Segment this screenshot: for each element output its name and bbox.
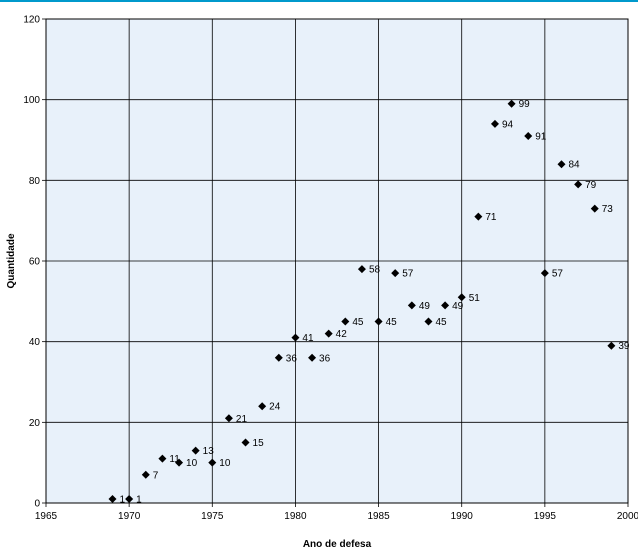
x-tick-label: 1995 [534,511,557,522]
y-tick-label: 40 [29,337,41,348]
x-tick-label: 1975 [201,511,224,522]
x-axis-title: Ano de defesa [303,539,372,550]
data-label: 10 [219,458,231,469]
data-point [424,317,433,326]
y-tick-label: 80 [29,176,41,187]
data-point [574,180,583,189]
data-point [407,301,416,310]
data-label: 24 [269,402,281,413]
data-point [441,301,450,310]
data-point [391,269,400,278]
data-point [457,293,466,302]
data-point [125,494,134,503]
data-point [524,131,533,140]
data-label: 49 [452,301,464,312]
data-point [108,494,117,503]
data-label: 79 [585,180,597,191]
data-label: 51 [469,293,481,304]
data-point [224,414,233,423]
data-point [258,402,267,411]
data-label: 10 [186,458,198,469]
axes [42,18,629,507]
data-points [108,99,616,503]
data-label: 15 [253,438,265,449]
y-tick-label: 100 [23,95,40,106]
y-axis-title: Quantidade [6,233,17,288]
data-label: 42 [336,329,348,340]
data-point [474,212,483,221]
data-point [357,265,366,274]
data-label: 94 [502,119,514,130]
data-point [191,446,200,455]
data-point [274,353,283,362]
y-tick-label: 60 [29,257,41,268]
data-label: 1 [120,494,126,505]
data-point [374,317,383,326]
data-label: 57 [402,269,414,280]
data-label: 21 [236,414,248,425]
tick-labels: 1965 1970 1975 1980 1985 1990 1995 2000 0 20 40 60 8… [23,15,638,523]
y-tick-label: 120 [23,15,40,26]
data-label: 45 [435,317,447,328]
data-label: 36 [286,353,298,364]
data-label: 49 [419,301,431,312]
data-point [540,269,549,278]
data-label: 13 [203,446,215,457]
data-label: 1 [136,494,142,505]
data-label: 57 [552,269,564,280]
x-tick-label: 1990 [451,511,474,522]
x-tick-label: 1985 [367,511,390,522]
data-point [557,160,566,169]
x-tick-label: 1970 [118,511,141,522]
data-label: 7 [153,470,159,481]
data-point [324,329,333,338]
data-point [291,333,300,342]
data-label: 36 [319,353,331,364]
data-label: 39 [618,341,630,352]
data-point [507,99,516,108]
data-point [590,204,599,213]
data-label: 41 [302,333,314,344]
data-label: 58 [369,265,381,276]
y-tick-label: 0 [34,499,40,510]
data-label: 45 [386,317,398,328]
x-tick-label: 2000 [617,511,638,522]
data-point [308,353,317,362]
x-tick-label: 1980 [284,511,307,522]
data-point [158,454,167,463]
data-point [341,317,350,326]
top-rule [0,0,638,2]
data-label: 91 [535,131,547,142]
data-point [175,458,184,467]
data-label: 73 [602,204,614,215]
y-tick-label: 20 [29,418,41,429]
data-label: 84 [568,160,580,171]
data-point [607,341,616,350]
x-tick-label: 1965 [35,511,58,522]
data-label: 11 [169,454,180,465]
data-point [208,458,217,467]
data-point [141,470,150,479]
data-label: 71 [485,212,497,223]
data-label: 99 [519,99,531,110]
data-label: 45 [352,317,364,328]
data-point [241,438,250,447]
plot-border [45,18,629,504]
data-point [490,119,499,128]
